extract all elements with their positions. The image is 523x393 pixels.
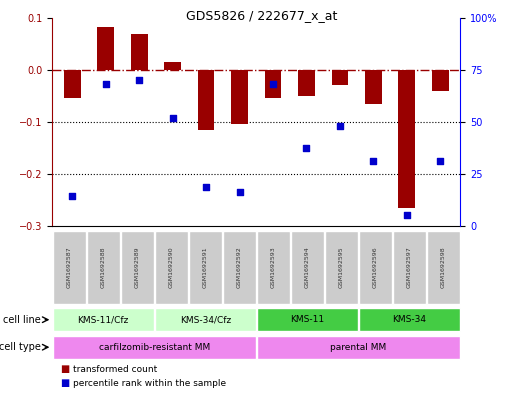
Text: percentile rank within the sample: percentile rank within the sample: [73, 379, 226, 387]
Bar: [164, 62, 181, 70]
Text: GSM1692590: GSM1692590: [169, 246, 174, 288]
Bar: [231, 70, 248, 125]
Text: parental MM: parental MM: [330, 343, 386, 352]
Text: KMS-34: KMS-34: [392, 315, 426, 324]
Text: GDS5826 / 222677_x_at: GDS5826 / 222677_x_at: [186, 9, 337, 22]
Point: [336, 123, 344, 129]
Point: [369, 158, 378, 165]
Text: GSM1692596: GSM1692596: [373, 246, 378, 288]
Bar: [298, 70, 315, 96]
Point: [403, 211, 411, 218]
Bar: [131, 34, 147, 70]
Bar: [399, 70, 415, 208]
Text: transformed count: transformed count: [73, 365, 157, 374]
Text: GSM1692595: GSM1692595: [339, 246, 344, 288]
Text: ■: ■: [60, 378, 70, 388]
Point: [235, 189, 244, 195]
Text: GSM1692589: GSM1692589: [135, 246, 140, 288]
Text: GSM1692593: GSM1692593: [271, 246, 276, 288]
Bar: [432, 70, 449, 90]
Bar: [198, 70, 214, 130]
Text: cell type: cell type: [0, 342, 41, 352]
Bar: [64, 70, 81, 98]
Text: KMS-11/Cfz: KMS-11/Cfz: [77, 315, 129, 324]
Text: GSM1692587: GSM1692587: [67, 246, 72, 288]
Text: KMS-34/Cfz: KMS-34/Cfz: [180, 315, 231, 324]
Point: [68, 193, 76, 199]
Text: ■: ■: [60, 364, 70, 375]
Text: KMS-11: KMS-11: [290, 315, 324, 324]
Text: cell line: cell line: [3, 315, 41, 325]
Bar: [332, 70, 348, 85]
Point: [436, 158, 445, 165]
Text: GSM1692588: GSM1692588: [101, 246, 106, 288]
Point: [135, 77, 143, 83]
Point: [202, 184, 210, 191]
Point: [101, 81, 110, 88]
Bar: [265, 70, 281, 98]
Text: GSM1692594: GSM1692594: [305, 246, 310, 288]
Bar: [365, 70, 382, 104]
Point: [168, 114, 177, 121]
Text: GSM1692592: GSM1692592: [237, 246, 242, 288]
Text: GSM1692598: GSM1692598: [441, 246, 446, 288]
Text: GSM1692597: GSM1692597: [407, 246, 412, 288]
Point: [269, 81, 277, 88]
Text: GSM1692591: GSM1692591: [203, 246, 208, 288]
Text: carfilzomib-resistant MM: carfilzomib-resistant MM: [99, 343, 210, 352]
Point: [302, 145, 311, 151]
Bar: [97, 27, 114, 70]
